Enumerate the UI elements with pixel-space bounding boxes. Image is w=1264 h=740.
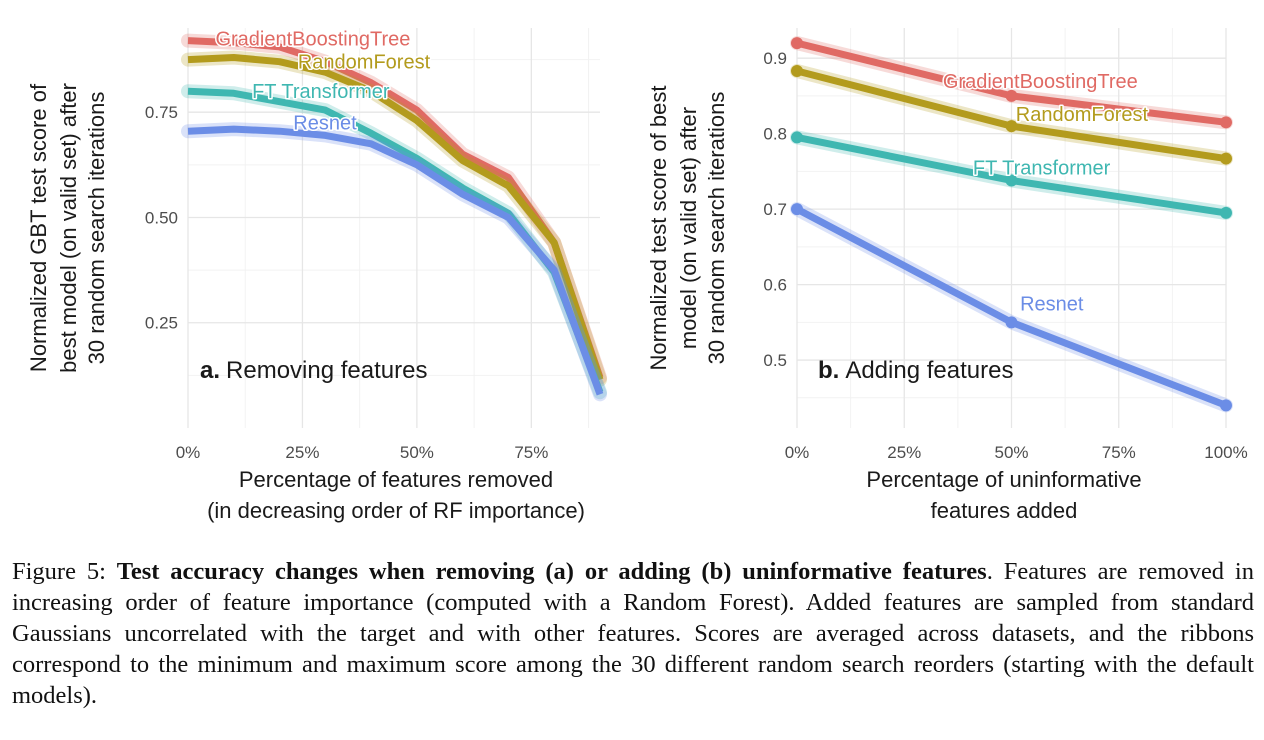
figure-caption: Figure 5: Test accuracy changes when rem… (12, 556, 1254, 711)
series-group (181, 33, 607, 402)
series-label-gradientboostingtree: GradientBoostingTree (943, 71, 1138, 93)
x-axis-title-line: features added (931, 498, 1078, 523)
point-ft-transformer (1220, 206, 1232, 219)
panel-a-removing-features: 0% 25% 50% 75% 0.25 0.50 0.75 Normalized GBT te… (26, 27, 607, 523)
panel-b-adding-features: 0% 25% 50% 75% 100% 0.5 0.6 0.7 0.8 0.9 Normalized… (646, 28, 1248, 523)
point-randomforest (791, 65, 803, 78)
figure: 0% 25% 50% 75% 0.25 0.50 0.75 Normalized GBT te… (26, 27, 1248, 523)
y-tick-label: 0.5 (763, 351, 787, 370)
y-tick-label: 0.6 (763, 276, 787, 295)
x-tick-label: 0% (785, 443, 810, 462)
series-label-gradientboostingtree: GradientBoostingTree (215, 29, 410, 51)
y-axis-title-line: 30 random search iterations (704, 92, 729, 365)
panel-label-text: Removing features (226, 357, 427, 384)
x-tick-label: 100% (1204, 443, 1247, 462)
point-ft-transformer (791, 131, 803, 144)
gridlines (796, 28, 1227, 428)
y-axis-title-line: model (on valid set) after (676, 107, 701, 349)
y-tick-label: 0.25 (145, 314, 178, 333)
point-gradientboostingtree (791, 37, 803, 50)
y-tick-label: 0.7 (763, 200, 787, 219)
y-axis-title-line: best model (on valid set) after (56, 83, 81, 373)
y-axis-title-line: Normalized GBT test score of (26, 83, 51, 372)
ribbon-resnet (181, 122, 607, 402)
panel-label-text: Adding features (845, 357, 1013, 384)
point-gradientboostingtree (1005, 89, 1018, 102)
y-tick-label: 0.9 (763, 49, 787, 68)
y-tick-label: 0.8 (763, 125, 787, 144)
x-tick-label: 50% (400, 443, 434, 462)
x-axis-title-line: Percentage of uninformative (866, 467, 1141, 492)
x-tick-label: 25% (887, 443, 921, 462)
point-resnet (791, 203, 803, 216)
point-resnet (1005, 316, 1018, 329)
x-tick-label: 75% (514, 443, 548, 462)
caption-title: Test accuracy changes when removing (a) … (116, 558, 987, 585)
panel-label: b. Adding features (818, 357, 1013, 384)
point-gradientboostingtree (1220, 116, 1232, 129)
x-tick-label: 75% (1102, 443, 1136, 462)
caption-body: . Features are removed in increasing ord… (12, 558, 1254, 709)
panel-label-letter: b. (818, 357, 839, 384)
line-resnet (187, 125, 604, 396)
point-resnet (1220, 399, 1232, 412)
series-label-ft-transformer: FT Transformer (973, 158, 1111, 180)
panel-label: a. Removing features (200, 357, 427, 384)
x-tick-label: 25% (285, 443, 319, 462)
series-label-ft-transformer: FT Transformer (252, 81, 390, 103)
x-tick-label: 50% (994, 443, 1028, 462)
point-randomforest (1005, 120, 1018, 133)
y-axis-title-line: Normalized test score of best (646, 86, 671, 371)
series-label-resnet: Resnet (1020, 293, 1084, 315)
line-randomforest (187, 54, 604, 381)
y-tick-label: 0.50 (145, 208, 178, 227)
series-label-randomforest: RandomForest (298, 52, 431, 74)
x-tick-label: 0% (176, 443, 201, 462)
point-ft-transformer (1005, 174, 1018, 187)
x-axis-title-line: Percentage of features removed (239, 467, 553, 492)
series-label-randomforest: RandomForest (1016, 104, 1149, 126)
y-tick-label: 0.75 (145, 103, 178, 122)
caption-figure-label: Figure 5: (12, 558, 106, 585)
x-axis-title-line: (in decreasing order of RF importance) (207, 498, 585, 523)
series-label-resnet: Resnet (293, 113, 357, 135)
point-randomforest (1220, 152, 1232, 165)
y-axis-title-line: 30 random search iterations (84, 92, 109, 365)
panel-label-letter: a. (200, 357, 220, 384)
series-group (790, 36, 1233, 413)
